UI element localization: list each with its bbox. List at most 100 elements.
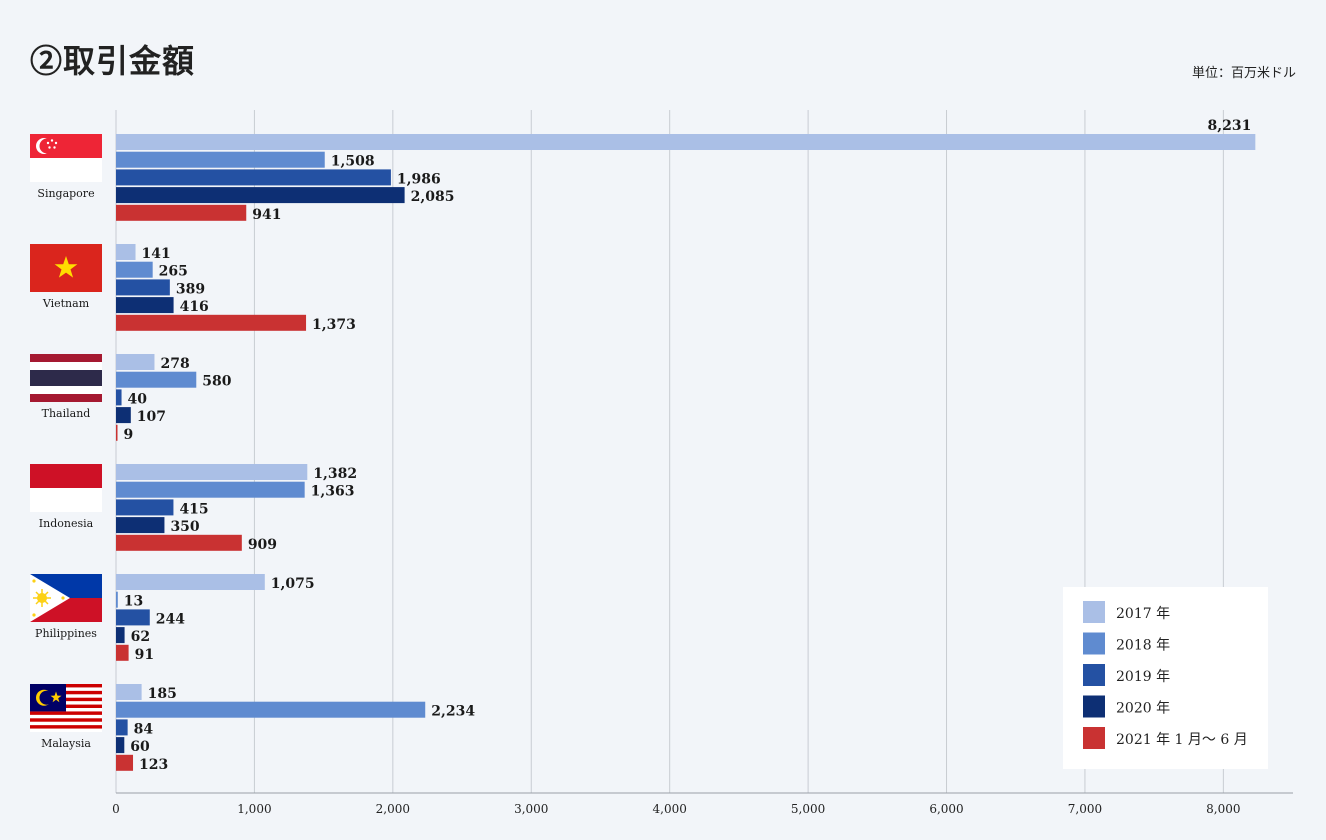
- value-label: 265: [159, 264, 188, 280]
- bar-singapore-4: [116, 204, 247, 221]
- country-label-thailand: Thailand: [42, 407, 91, 420]
- bar-philippines-0: [116, 574, 265, 590]
- legend-swatch: [1083, 727, 1105, 749]
- x-tick-label: 8,000: [1206, 802, 1240, 816]
- bar-philippines-1: [116, 591, 118, 608]
- bar-malaysia-0: [116, 684, 142, 700]
- vietnam-flag-icon: [30, 244, 102, 292]
- value-label: 580: [202, 374, 231, 390]
- x-tick-label: 0: [112, 802, 120, 816]
- x-tick-label: 2,000: [376, 802, 410, 816]
- bar-philippines-3: [116, 627, 125, 644]
- value-label: 62: [131, 629, 150, 645]
- value-label: 1,075: [271, 576, 315, 592]
- value-label: 350: [170, 519, 199, 535]
- x-tick-label: 5,000: [791, 802, 825, 816]
- bar-thailand-0: [116, 354, 155, 370]
- value-label: 13: [124, 594, 143, 610]
- country-label-indonesia: Indonesia: [39, 517, 94, 530]
- country-labels: Singapore Vietnam Thailand Indonesia Philipp…: [35, 187, 97, 750]
- bar-malaysia-1: [116, 701, 426, 718]
- bar-malaysia-4: [116, 754, 134, 771]
- bar-vietnam-3: [116, 297, 174, 314]
- bar-vietnam-0: [116, 244, 136, 260]
- indonesia-flag-icon: [30, 464, 102, 512]
- legend-swatch: [1083, 632, 1105, 655]
- bar-singapore-0: [116, 134, 1256, 150]
- x-tick-label: 3,000: [514, 802, 548, 816]
- bar-thailand-4: [116, 424, 118, 441]
- value-label: 185: [148, 686, 177, 702]
- bar-indonesia-1: [116, 481, 305, 498]
- unit-label: 単位：百万米ドル: [1191, 66, 1296, 81]
- legend-swatch: [1083, 601, 1105, 623]
- malaysia-flag-icon: [30, 684, 102, 732]
- value-label: 123: [139, 757, 168, 773]
- bar-singapore-1: [116, 151, 325, 168]
- value-label: 941: [252, 207, 281, 223]
- value-label: 8,231: [1207, 118, 1251, 134]
- value-label: 416: [180, 299, 209, 315]
- bar-indonesia-4: [116, 534, 242, 551]
- value-label: 909: [248, 537, 277, 553]
- legend-swatch: [1083, 664, 1105, 686]
- country-label-singapore: Singapore: [37, 187, 94, 200]
- bar-singapore-2: [116, 169, 391, 186]
- bar-philippines-4: [116, 644, 129, 661]
- bar-malaysia-2: [116, 719, 128, 736]
- thailand-flag-icon: [30, 354, 102, 402]
- value-label: 40: [128, 391, 148, 407]
- bar-indonesia-0: [116, 464, 308, 480]
- value-label: 389: [176, 281, 205, 297]
- bar-vietnam-2: [116, 279, 170, 296]
- value-label: 9: [124, 427, 134, 443]
- value-label: 415: [179, 501, 208, 517]
- bar-vietnam-4: [116, 314, 307, 331]
- value-label: 2,085: [411, 189, 455, 205]
- x-axis: 0 1,000 2,000 3,000 4,000 5,000 6,000 7,000 8,00…: [112, 792, 1293, 816]
- value-label: 1,373: [312, 317, 356, 333]
- value-label: 1,986: [397, 171, 441, 187]
- bar-thailand-1: [116, 371, 197, 388]
- value-label: 244: [156, 611, 185, 627]
- legend: 2017 年 2018 年 2019 年 2020 年 2021 年 1 月～ 6 月: [1063, 587, 1268, 769]
- chart-title: ②取引金額: [30, 42, 196, 80]
- bar-vietnam-1: [116, 261, 153, 278]
- bar-thailand-2: [116, 389, 122, 406]
- flags: [30, 134, 102, 732]
- bar-philippines-2: [116, 609, 150, 626]
- legend-label: 2018 年: [1116, 638, 1170, 654]
- singapore-flag-icon: [30, 134, 102, 182]
- x-tick-label: 1,000: [237, 802, 271, 816]
- bar-indonesia-2: [116, 499, 174, 516]
- value-label: 60: [130, 739, 150, 755]
- x-tick-label: 6,000: [929, 802, 963, 816]
- bar-singapore-3: [116, 187, 405, 204]
- bar-malaysia-3: [116, 737, 125, 754]
- bar-thailand-3: [116, 407, 131, 424]
- value-label: 278: [160, 356, 189, 372]
- value-label: 107: [137, 409, 166, 425]
- value-label: 91: [135, 647, 154, 663]
- legend-label: 2020 年: [1116, 701, 1170, 717]
- legend-label: 2019 年: [1116, 669, 1170, 685]
- bars: [116, 134, 1256, 771]
- value-label: 1,382: [313, 466, 357, 482]
- legend-label: 2017 年: [1116, 606, 1170, 622]
- country-label-malaysia: Malaysia: [41, 737, 91, 750]
- x-tick-label: 7,000: [1068, 802, 1102, 816]
- x-tick-label: 4,000: [653, 802, 687, 816]
- country-label-philippines: Philippines: [35, 627, 97, 640]
- value-label: 84: [134, 721, 154, 737]
- legend-swatch: [1083, 695, 1105, 718]
- value-label: 141: [142, 246, 171, 262]
- value-label: 1,363: [311, 484, 355, 500]
- gridlines: [115, 110, 1224, 793]
- country-label-vietnam: Vietnam: [42, 297, 90, 310]
- legend-label: 2021 年 1 月～ 6 月: [1116, 732, 1248, 748]
- philippines-flag-icon: [30, 574, 102, 622]
- value-label: 2,234: [431, 704, 475, 720]
- value-label: 1,508: [331, 154, 375, 170]
